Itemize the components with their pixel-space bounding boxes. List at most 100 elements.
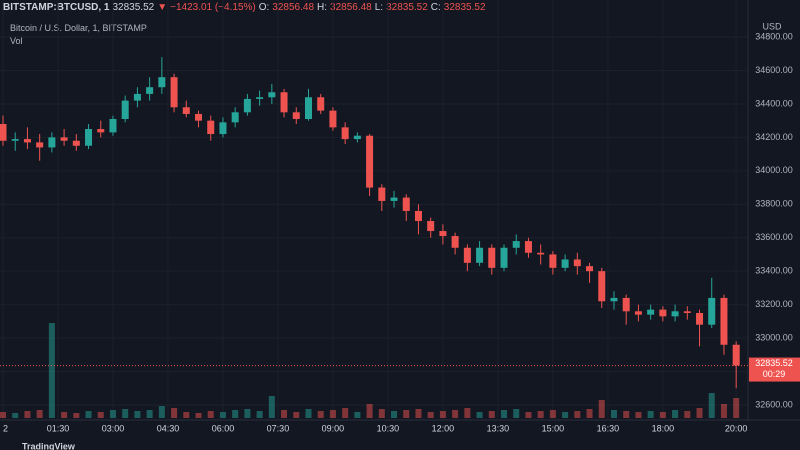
candle-body — [622, 297, 630, 312]
volume-bar — [268, 396, 275, 418]
volume-bar — [12, 413, 19, 418]
candle-body — [683, 311, 691, 313]
volume-bar — [403, 410, 410, 418]
volume-bar — [24, 411, 31, 418]
candle-body — [317, 97, 325, 111]
volume-bar — [525, 412, 532, 418]
open: 32856.48 — [272, 2, 315, 13]
candle-body — [182, 107, 190, 114]
candle-body — [97, 129, 105, 133]
candle-body — [85, 129, 93, 146]
x-tick-label: 2 — [3, 423, 8, 433]
y-tick-label: 34200.00 — [755, 132, 793, 142]
candle-body — [72, 140, 80, 146]
candle-body — [0, 124, 7, 141]
candle-body — [659, 309, 667, 317]
candle-body — [488, 247, 496, 268]
candle-body — [219, 122, 227, 135]
c-label: C: — [430, 2, 441, 13]
x-tick-label: 01:30 — [47, 423, 70, 433]
y-tick-label: 33200.00 — [755, 299, 793, 309]
volume-bar — [354, 412, 361, 418]
candle-body — [549, 254, 557, 268]
candle-body — [23, 139, 31, 143]
candle-body — [439, 231, 447, 237]
volume-bar — [672, 410, 679, 418]
volume-bar — [452, 410, 459, 418]
volume-bar — [109, 410, 116, 418]
volume-bar — [85, 411, 92, 418]
candle-body — [268, 92, 276, 98]
volume-bar — [696, 408, 703, 418]
volume-bar — [378, 409, 385, 418]
x-tick-label: 09:00 — [322, 423, 345, 433]
candle-body — [280, 92, 288, 113]
close: 32835.52 — [443, 2, 486, 13]
volume-bar — [733, 398, 740, 418]
volume-bar — [134, 411, 141, 418]
candle-body — [341, 127, 349, 140]
candle-body — [414, 210, 422, 222]
x-tick-label: 16:30 — [597, 423, 620, 433]
volume-bar — [562, 412, 569, 418]
candle-body — [451, 236, 459, 248]
candle-body — [390, 197, 398, 201]
candle-body — [170, 77, 178, 108]
x-tick-label: 13:30 — [487, 423, 510, 433]
volume-bar — [659, 412, 666, 418]
volume-bar — [501, 410, 508, 418]
candle-body — [366, 135, 374, 188]
volume-bar — [0, 412, 6, 418]
candle-body — [476, 247, 484, 263]
candle-body — [378, 187, 386, 201]
y-tick-label: 33800.00 — [755, 199, 793, 209]
x-tick-label: 03:00 — [102, 423, 125, 433]
candle-body — [634, 311, 642, 315]
candle-body — [121, 100, 129, 119]
candle-body — [146, 87, 154, 94]
y-tick-label: 32600.00 — [755, 399, 793, 409]
candle-body — [696, 312, 704, 325]
candle-body — [11, 139, 19, 141]
candle-body — [292, 112, 300, 119]
volume-bar — [623, 411, 630, 418]
candle-body — [353, 135, 361, 140]
y-tick-label: 34600.00 — [755, 65, 793, 75]
y-tick-label: 34800.00 — [755, 31, 793, 41]
volume-bar — [439, 411, 446, 418]
candle-body — [48, 137, 56, 148]
x-tick-label: 12:00 — [432, 423, 455, 433]
y-axis-label: USD — [762, 21, 782, 31]
volume-bar — [586, 409, 593, 418]
o-label: O: — [258, 2, 270, 13]
volume-bar — [73, 413, 80, 418]
subtitle: Bitcoin / U.S. Dollar, 1, BITSTAMP — [10, 23, 147, 33]
candle-body — [537, 252, 545, 255]
x-tick-label: 10:30 — [377, 423, 400, 433]
countdown: 00:29 — [763, 369, 786, 379]
l-label: L: — [374, 2, 384, 13]
volume-bar — [317, 411, 324, 418]
x-tick-label: 20:00 — [725, 423, 748, 433]
candle-body — [304, 97, 312, 119]
price-tag-value: 32835.52 — [755, 358, 793, 368]
volume-bar — [97, 412, 104, 418]
candle-body — [463, 247, 471, 263]
volume-bar — [171, 408, 178, 418]
volume-bar — [647, 411, 654, 418]
y-tick-label: 33000.00 — [755, 332, 793, 342]
volume-bar — [219, 412, 226, 418]
symbol[interactable]: BITSTAMP:BTCUSD, 1 — [3, 2, 110, 13]
candle-body — [500, 247, 508, 268]
candle-body — [598, 271, 606, 302]
candle-body — [647, 309, 655, 315]
volume-bar — [232, 410, 239, 418]
candle-body — [720, 297, 728, 345]
x-tick-label: 06:00 — [212, 423, 235, 433]
volume-bar — [684, 411, 691, 418]
volume-bar — [36, 410, 43, 418]
volume-bar — [488, 411, 495, 418]
candle-body — [207, 120, 215, 135]
y-tick-label: 34000.00 — [755, 165, 793, 175]
